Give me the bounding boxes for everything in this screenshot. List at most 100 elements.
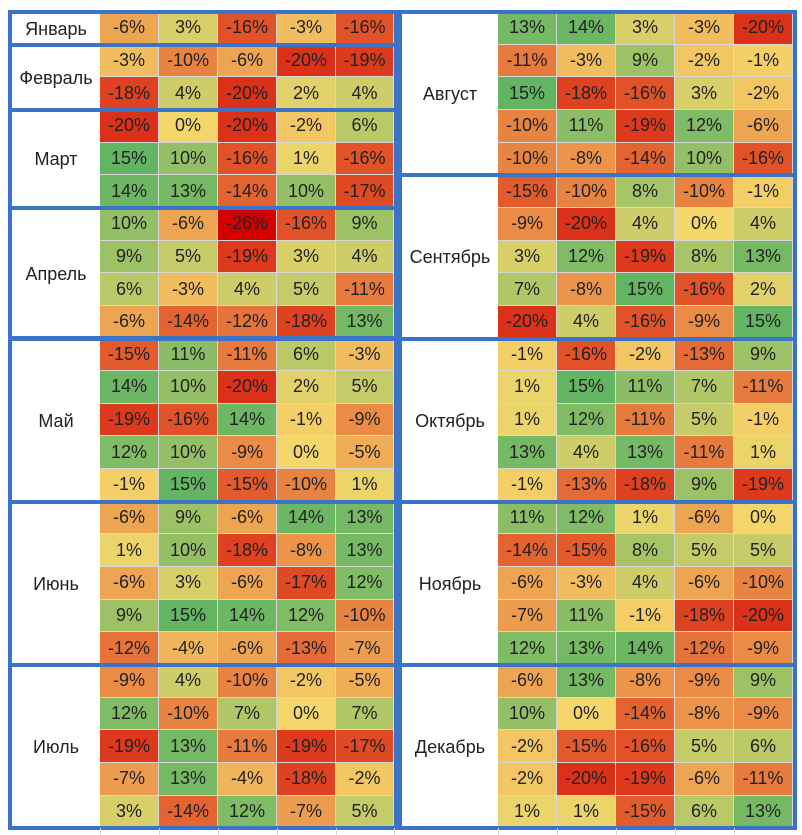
value-cell[interactable]: -10% bbox=[675, 175, 734, 208]
value-cell[interactable]: -16% bbox=[734, 142, 793, 176]
value-cell[interactable]: -17% bbox=[336, 730, 394, 763]
value-cell[interactable]: 1% bbox=[734, 436, 793, 470]
value-cell[interactable]: -15% bbox=[557, 730, 616, 763]
value-cell[interactable]: -10% bbox=[159, 44, 218, 78]
value-cell[interactable]: 3% bbox=[277, 240, 336, 274]
value-cell[interactable]: -19% bbox=[100, 403, 159, 437]
value-cell[interactable]: -4% bbox=[159, 632, 218, 665]
value-cell[interactable]: -9% bbox=[675, 305, 734, 339]
value-cell[interactable]: 15% bbox=[734, 305, 793, 339]
value-cell[interactable]: 4% bbox=[557, 305, 616, 339]
value-cell[interactable]: -10% bbox=[336, 599, 394, 633]
value-cell[interactable]: -15% bbox=[218, 469, 277, 502]
value-cell[interactable]: -9% bbox=[734, 632, 793, 665]
value-cell[interactable]: 4% bbox=[616, 567, 675, 600]
value-cell[interactable]: -19% bbox=[616, 762, 675, 796]
value-cell[interactable]: -20% bbox=[218, 77, 277, 110]
value-cell[interactable]: 13% bbox=[336, 305, 394, 339]
value-cell[interactable]: -14% bbox=[616, 697, 675, 731]
value-cell[interactable]: -6% bbox=[218, 567, 277, 600]
value-cell[interactable]: 15% bbox=[159, 599, 218, 633]
value-cell[interactable]: 5% bbox=[675, 403, 734, 437]
month-label[interactable]: Апрель bbox=[12, 209, 100, 339]
value-cell[interactable]: -14% bbox=[616, 142, 675, 176]
value-cell[interactable]: 0% bbox=[277, 436, 336, 470]
value-cell[interactable]: 14% bbox=[218, 403, 277, 437]
value-cell[interactable]: -10% bbox=[734, 567, 793, 600]
value-cell[interactable]: 5% bbox=[734, 534, 793, 568]
value-cell[interactable]: -1% bbox=[734, 44, 793, 78]
value-cell[interactable]: -16% bbox=[336, 12, 394, 45]
value-cell[interactable]: -20% bbox=[218, 109, 277, 143]
value-cell[interactable]: -19% bbox=[100, 730, 159, 763]
value-cell[interactable]: -1% bbox=[277, 403, 336, 437]
value-cell[interactable]: 1% bbox=[336, 469, 394, 502]
value-cell[interactable]: -20% bbox=[734, 599, 793, 633]
value-cell[interactable]: 5% bbox=[159, 240, 218, 274]
value-cell[interactable]: 9% bbox=[616, 44, 675, 78]
value-cell[interactable]: 4% bbox=[159, 77, 218, 110]
value-cell[interactable]: -2% bbox=[675, 44, 734, 78]
value-cell[interactable]: -16% bbox=[557, 338, 616, 372]
value-cell[interactable]: 13% bbox=[557, 632, 616, 665]
value-cell[interactable]: 3% bbox=[675, 77, 734, 110]
value-cell[interactable]: 5% bbox=[336, 371, 394, 404]
value-cell[interactable]: -19% bbox=[616, 109, 675, 143]
value-cell[interactable]: 9% bbox=[336, 207, 394, 241]
value-cell[interactable]: -2% bbox=[616, 338, 675, 372]
value-cell[interactable]: 12% bbox=[218, 795, 277, 829]
value-cell[interactable]: -15% bbox=[100, 338, 159, 372]
value-cell[interactable]: 1% bbox=[498, 795, 557, 829]
value-cell[interactable]: 11% bbox=[498, 501, 557, 535]
value-cell[interactable]: 13% bbox=[557, 665, 616, 698]
value-cell[interactable]: -11% bbox=[675, 436, 734, 470]
value-cell[interactable]: -16% bbox=[675, 273, 734, 306]
value-cell[interactable]: -12% bbox=[100, 632, 159, 665]
value-cell[interactable]: -6% bbox=[100, 567, 159, 600]
value-cell[interactable]: 5% bbox=[675, 730, 734, 763]
value-cell[interactable]: 13% bbox=[159, 730, 218, 763]
value-cell[interactable]: -3% bbox=[557, 44, 616, 78]
value-cell[interactable]: 10% bbox=[100, 207, 159, 241]
value-cell[interactable]: -16% bbox=[616, 305, 675, 339]
value-cell[interactable]: -14% bbox=[159, 305, 218, 339]
value-cell[interactable]: -18% bbox=[277, 762, 336, 796]
value-cell[interactable]: -16% bbox=[336, 142, 394, 176]
value-cell[interactable]: 10% bbox=[159, 534, 218, 568]
value-cell[interactable]: 12% bbox=[277, 599, 336, 633]
month-label[interactable]: Ноябрь bbox=[402, 503, 498, 665]
month-label[interactable]: Декабрь bbox=[402, 667, 498, 829]
value-cell[interactable]: -12% bbox=[218, 305, 277, 339]
value-cell[interactable]: -3% bbox=[159, 273, 218, 306]
value-cell[interactable]: -2% bbox=[277, 665, 336, 698]
value-cell[interactable]: -17% bbox=[336, 175, 394, 208]
value-cell[interactable]: -2% bbox=[336, 762, 394, 796]
value-cell[interactable]: -6% bbox=[675, 762, 734, 796]
value-cell[interactable]: -20% bbox=[734, 12, 793, 45]
month-label[interactable]: Сентябрь bbox=[402, 177, 498, 339]
value-cell[interactable]: -16% bbox=[616, 730, 675, 763]
value-cell[interactable]: -7% bbox=[277, 795, 336, 829]
value-cell[interactable]: -11% bbox=[498, 44, 557, 78]
value-cell[interactable]: 5% bbox=[277, 273, 336, 306]
value-cell[interactable]: -20% bbox=[218, 371, 277, 404]
value-cell[interactable]: -5% bbox=[336, 665, 394, 698]
value-cell[interactable]: 14% bbox=[218, 599, 277, 633]
value-cell[interactable]: -16% bbox=[218, 12, 277, 45]
value-cell[interactable]: -4% bbox=[218, 762, 277, 796]
value-cell[interactable]: -6% bbox=[218, 632, 277, 665]
value-cell[interactable]: 9% bbox=[100, 240, 159, 274]
value-cell[interactable]: 5% bbox=[336, 795, 394, 829]
value-cell[interactable]: -10% bbox=[218, 665, 277, 698]
value-cell[interactable]: -5% bbox=[336, 436, 394, 470]
value-cell[interactable]: 0% bbox=[557, 697, 616, 731]
value-cell[interactable]: -1% bbox=[498, 469, 557, 502]
value-cell[interactable]: -8% bbox=[557, 273, 616, 306]
value-cell[interactable]: 8% bbox=[675, 240, 734, 274]
value-cell[interactable]: 1% bbox=[100, 534, 159, 568]
value-cell[interactable]: -9% bbox=[218, 436, 277, 470]
value-cell[interactable]: -13% bbox=[277, 632, 336, 665]
value-cell[interactable]: -6% bbox=[100, 501, 159, 535]
value-cell[interactable]: 6% bbox=[100, 273, 159, 306]
value-cell[interactable]: -7% bbox=[336, 632, 394, 665]
